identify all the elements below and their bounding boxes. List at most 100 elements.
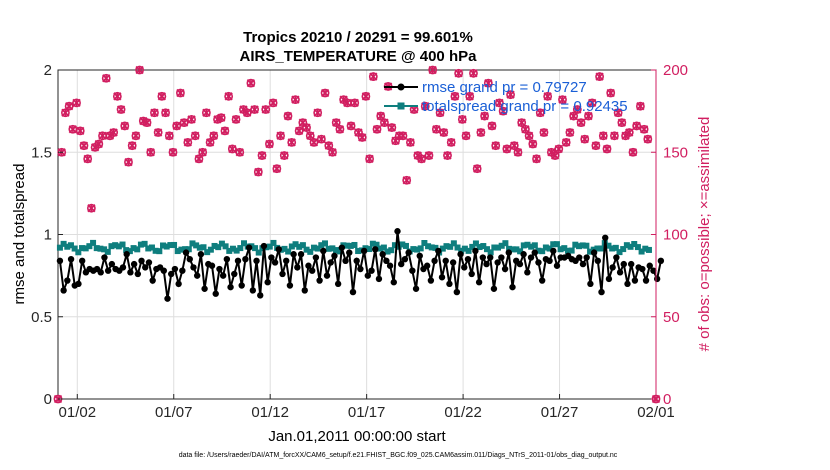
rmse-point (75, 280, 82, 288)
rmse-point (423, 262, 431, 269)
totalspread-point (296, 243, 303, 250)
totalspread-point (115, 243, 122, 250)
obs-assimilated-point (287, 138, 296, 147)
rmse-point (461, 264, 468, 271)
obs-assimilated-point (513, 148, 523, 157)
totalspread-point (325, 245, 332, 252)
rmse-point (60, 287, 67, 294)
totalspread-point (185, 246, 192, 253)
totalspread-point (152, 247, 159, 254)
totalspread-point (388, 247, 395, 254)
totalspread-point (465, 247, 472, 254)
rmse-point (212, 290, 219, 297)
totalspread-point (93, 245, 100, 252)
rmse-point (368, 267, 375, 274)
obs-assimilated-point (417, 154, 426, 163)
left-tick-label: 1.5 (31, 144, 52, 161)
obs-assimilated-point (432, 125, 441, 134)
rmse-point (175, 280, 182, 288)
totalspread-point (447, 243, 454, 250)
rmse-point (253, 257, 260, 265)
totalspread-point (535, 247, 542, 254)
obs-assimilated-point (243, 108, 252, 117)
obs-assimilated-point (87, 204, 96, 213)
totalspread-series (56, 239, 652, 256)
rmse-point (257, 292, 264, 299)
totalspread-point (189, 240, 196, 247)
totalspread-point (583, 242, 590, 249)
obs-assimilated-point (591, 141, 601, 150)
totalspread-point (200, 244, 207, 251)
obs-assimilated-point (302, 123, 311, 132)
obs-assimilated-point (220, 126, 230, 136)
rmse-point (297, 251, 305, 258)
totalspread-point (86, 243, 93, 250)
legend: rmse grand pr = 0.79727 totalspread gran… (384, 79, 628, 115)
totalspread-point (56, 244, 63, 251)
rmse-point (386, 262, 394, 269)
rmse-point (657, 257, 665, 265)
obs-assimilated-point (447, 138, 456, 147)
obs-assimilated-point (76, 126, 85, 136)
rmse-point (401, 255, 409, 263)
x-tick-label: 02/01 (637, 404, 675, 421)
left-tick-label: 0.5 (31, 309, 52, 326)
rmse-point (231, 270, 238, 278)
rmse-point (164, 295, 171, 302)
rmse-point (468, 270, 475, 278)
obs-assimilated-point (135, 65, 144, 75)
x-tick-label: 01/02 (59, 404, 97, 421)
rmse-point (613, 254, 620, 261)
totalspread-point (476, 244, 483, 251)
obs-assimilated-point (480, 111, 489, 121)
rmse-point (631, 277, 639, 284)
rmse-point (639, 265, 646, 273)
rmse-point (245, 244, 253, 251)
rmse-point (142, 264, 149, 271)
obs-assimilated-point (116, 105, 126, 114)
obs-assimilated-point (332, 118, 341, 127)
totalspread-point (627, 243, 634, 250)
rmse-point (320, 247, 327, 255)
totalspread-point (564, 247, 571, 254)
rmse-point (294, 264, 301, 271)
obs-assimilated-point (606, 88, 615, 98)
rmse-point (587, 280, 594, 288)
obs-assimilated-point (543, 92, 552, 101)
obs-assimilated-point (536, 108, 545, 117)
obs-assimilated-point (421, 102, 430, 111)
obs-assimilated-point (176, 88, 185, 98)
obs-assimilated-point (272, 164, 281, 173)
obs-assimilated-point (461, 131, 471, 140)
totalspread-point (620, 246, 627, 253)
totalspread-point (539, 248, 546, 255)
rmse-point (538, 277, 546, 284)
obs-assimilated-point (476, 128, 486, 137)
obs-assimilated-point (458, 115, 467, 124)
rmse-point (394, 228, 401, 235)
totalspread-point (609, 245, 616, 252)
totalspread-point (487, 249, 494, 256)
legend-spread-label: totalspread grand pr = 0.92435 (422, 98, 628, 115)
totalspread-point (576, 243, 583, 250)
totalspread-point (550, 241, 557, 248)
obs-assimilated-point (309, 138, 319, 147)
obs-assimilated-point (79, 141, 89, 150)
totalspread-point (336, 248, 343, 255)
left-axis-label: rmse and totalspread (11, 164, 28, 305)
obs-assimilated-point (439, 128, 448, 137)
totalspread-point (270, 239, 277, 246)
obs-assimilated-point (198, 148, 207, 157)
totalspread-point (432, 244, 439, 251)
totalspread-point (469, 243, 476, 250)
totalspread-point (443, 243, 450, 250)
obs-assimilated-point (269, 98, 278, 108)
obs-assimilated-point (320, 88, 330, 98)
totalspread-point (461, 245, 468, 252)
rmse-point (249, 287, 257, 294)
totalspread-point (321, 240, 328, 247)
right-axis-label: # of obs: o=possible; ×=assimilated (696, 117, 713, 352)
chart-subtitle: AIRS_TEMPERATURE @ 400 hPa (240, 48, 478, 65)
obs-assimilated-point (406, 138, 415, 147)
obs-assimilated-point (584, 111, 593, 121)
